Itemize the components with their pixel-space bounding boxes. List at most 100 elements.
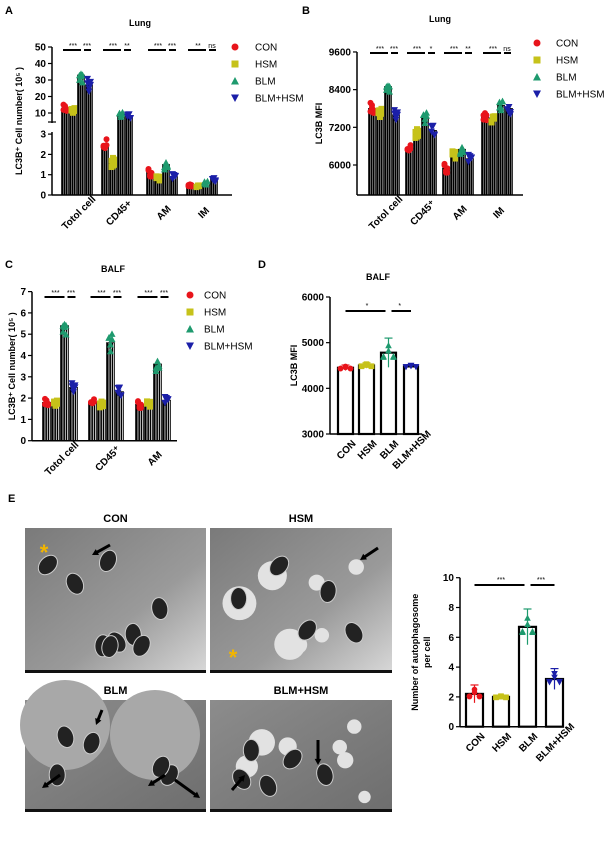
significance-label: ***	[450, 46, 458, 53]
legend-label: CON	[255, 43, 277, 54]
data-point	[444, 169, 451, 176]
data-point	[155, 173, 161, 180]
significance-label: ***	[83, 43, 91, 50]
data-point	[483, 112, 490, 119]
data-point	[466, 693, 473, 700]
data-point	[155, 362, 163, 369]
significance-label: ***	[109, 43, 117, 50]
bar-stripe	[147, 172, 149, 195]
legend-marker-square	[533, 56, 541, 64]
bar-stripe	[371, 108, 373, 195]
bar-stripe	[93, 402, 96, 441]
bar-stripe	[461, 149, 463, 195]
vacuole	[110, 690, 200, 780]
significance-label: ***	[489, 46, 497, 53]
data-point	[164, 162, 171, 169]
bar-stripe	[508, 108, 510, 195]
data-point	[152, 364, 160, 371]
data-point	[386, 82, 393, 90]
significance-label: ***	[113, 290, 121, 297]
data-point	[164, 396, 172, 404]
y-tick-label: 3	[40, 130, 46, 141]
arrow-head-icon	[238, 775, 245, 782]
bar-stripe	[104, 146, 106, 195]
bar-stripe	[377, 111, 379, 195]
bar-stripe	[78, 75, 80, 195]
organelle	[344, 622, 364, 644]
y-tick-label: 1	[20, 415, 26, 426]
bar-stripe	[70, 109, 72, 195]
data-point	[451, 149, 457, 156]
data-point	[87, 78, 94, 86]
data-point	[145, 166, 152, 173]
bar-stripe	[445, 168, 447, 195]
bar-stripe	[126, 116, 128, 195]
chart-title: Lung	[429, 14, 451, 24]
data-point	[468, 154, 475, 162]
data-point	[368, 363, 375, 370]
bar-stripe	[167, 400, 170, 441]
data-point	[390, 353, 397, 360]
legend-label: BLM+HSM	[204, 342, 253, 353]
significance-label: **	[465, 46, 471, 53]
organelle	[98, 549, 118, 573]
significance-label: ***	[376, 46, 384, 53]
arrow-icon	[362, 546, 379, 560]
significance-label: *	[366, 303, 369, 310]
data-point	[59, 328, 67, 335]
bar-stripe	[167, 164, 169, 195]
panel-letter: B	[302, 5, 310, 17]
data-point	[407, 363, 415, 370]
bar-stripe	[109, 342, 111, 441]
data-point	[524, 620, 531, 627]
panel-e-chart: Number of autophagosome per cell 0 2 4 6 8 10 CO…	[410, 573, 577, 764]
y-tick-label: 50	[35, 43, 47, 54]
significance-label: ***	[497, 577, 505, 584]
bar-stripe	[434, 130, 436, 195]
bar-stripe	[432, 130, 434, 195]
bar-stripe	[54, 402, 56, 441]
bar-stripe	[86, 84, 88, 195]
data-point	[551, 671, 558, 678]
vacuole	[314, 628, 330, 643]
bar-stripe	[165, 400, 167, 441]
micrograph-blm-hsm: BLM+HSM	[210, 685, 392, 812]
organelle	[316, 763, 334, 786]
data-point	[546, 679, 553, 686]
scale-bar-strip	[25, 809, 206, 812]
legend-label: CON	[556, 39, 578, 50]
organelle	[230, 587, 248, 611]
data-point	[156, 177, 163, 184]
bar-stripe	[102, 146, 104, 195]
y-tick-label: 7	[20, 287, 26, 298]
y-tick-label: 7200	[329, 123, 352, 134]
bar-stripe	[199, 185, 201, 195]
bar-stripe	[65, 325, 68, 441]
data-point	[493, 694, 499, 701]
bar-stripe	[175, 176, 177, 195]
legend-label: HSM	[204, 308, 226, 319]
bar-stripe	[118, 114, 120, 195]
bar-stripe	[61, 325, 63, 441]
bar-stripe	[118, 391, 120, 441]
data-point	[148, 173, 155, 180]
y-tick-label: 1	[40, 170, 46, 181]
panel-letter: C	[5, 259, 13, 271]
significance-label: ns	[208, 43, 216, 50]
organelle	[319, 580, 337, 603]
legend-marker-circle	[533, 39, 541, 47]
legend-label: HSM	[556, 56, 578, 67]
data-point	[119, 108, 126, 116]
y-tick-label: 2	[20, 394, 26, 405]
bar-stripe	[145, 404, 147, 441]
bar-stripe	[82, 75, 84, 195]
bar-stripe	[72, 109, 74, 195]
micrograph-label: BLM	[104, 685, 128, 697]
bar-stripe	[484, 114, 486, 195]
organelle	[132, 634, 151, 657]
data-point	[125, 111, 133, 118]
bar-stripe	[102, 404, 105, 441]
panel-a: A Lung LC3B⁺ Cell number( 10⁵ ) 0 1 2 3 10 20 30 4…	[5, 5, 232, 232]
y-axis-label: LC3B⁺ Cell number( 10⁵ )	[7, 312, 17, 420]
data-point	[488, 119, 495, 126]
